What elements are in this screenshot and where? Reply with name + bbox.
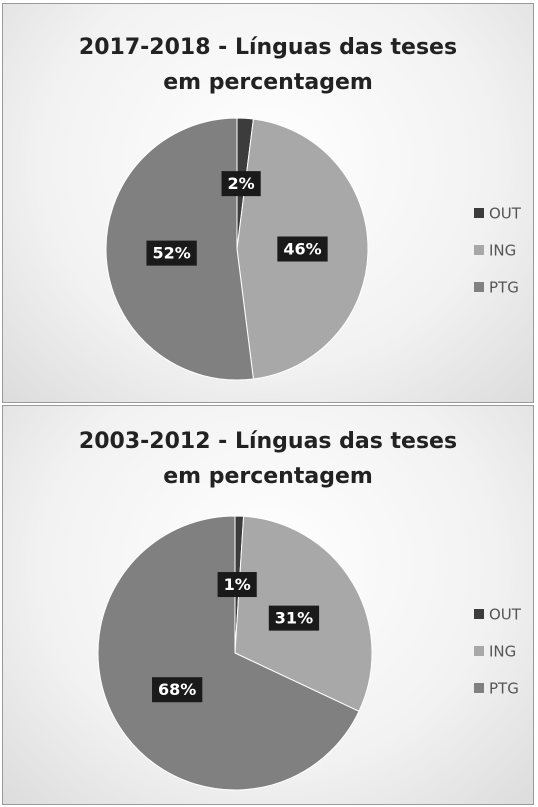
legend-label: PTG [489,680,519,698]
legend-swatch [474,245,484,255]
legend-label: OUT [489,606,522,624]
data-label-box [152,677,203,703]
data-label: 31% [275,609,313,628]
chart: 2% 46% 52% OUT ING PTG [105,117,522,381]
legend-label: OUT [489,205,522,223]
data-label: 52% [152,244,190,263]
data-label: 1% [224,575,251,594]
legend-swatch [474,683,484,693]
legend-label: ING [489,643,516,661]
legend-swatch [474,282,484,292]
chart-panel: 2017-2018 - Línguas das teses em percent… [2,3,534,403]
legend-label: ING [489,242,516,260]
chart-title: 2003-2012 - Línguas das teses em percent… [78,429,458,489]
legend-swatch [474,646,484,656]
data-label-box [268,605,320,631]
data-label-box [146,240,197,266]
data-label-box [217,572,257,598]
data-label: 68% [158,680,196,699]
data-label-box [277,236,328,262]
chart-panel: 2003-2012 - Línguas das teses em percent… [2,405,534,805]
chart: 1% 31% 68% OUT ING PTG [97,515,522,791]
legend-swatch [474,609,484,619]
legend-swatch [474,208,484,218]
data-label: 46% [283,240,321,259]
data-label: 2% [228,174,255,193]
legend-label: PTG [489,279,519,297]
data-label-box [221,171,261,197]
chart-title: 2017-2018 - Línguas das teses em percent… [78,35,458,95]
pie-slice [97,515,360,791]
